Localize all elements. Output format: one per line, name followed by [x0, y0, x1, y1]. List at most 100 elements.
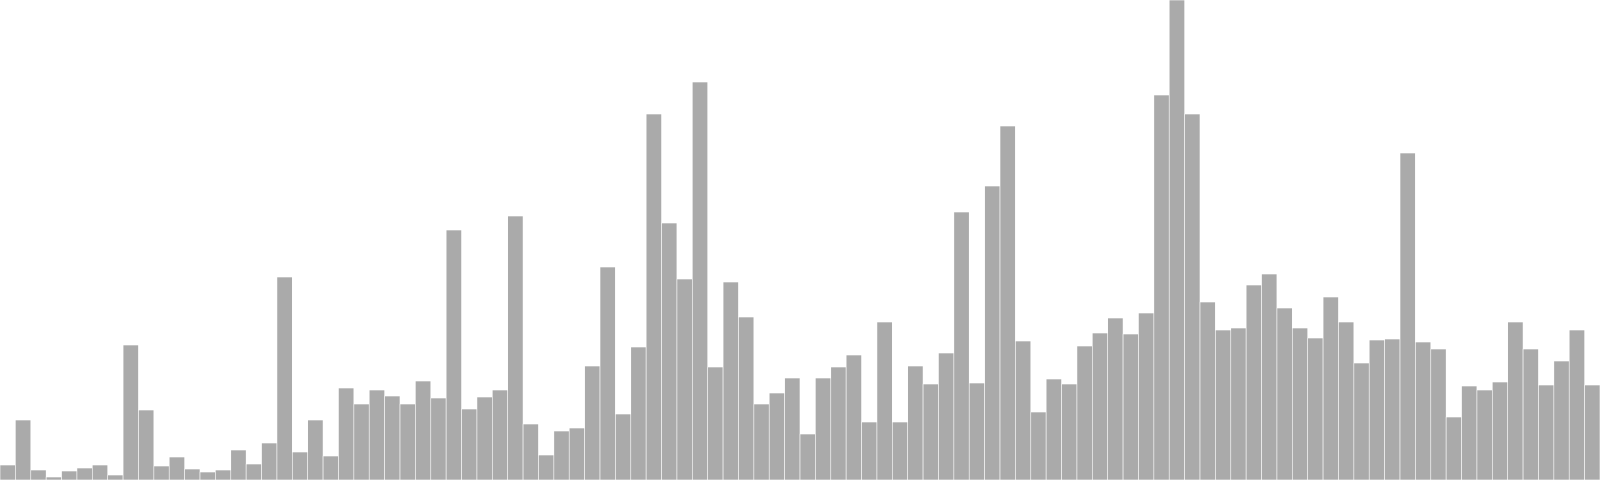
bar: [953, 211, 970, 480]
bar: [415, 380, 432, 480]
bar: [815, 377, 832, 480]
bar: [753, 403, 770, 480]
bar: [1568, 329, 1585, 480]
bar: [599, 266, 616, 480]
bar: [1184, 113, 1201, 480]
bar: [476, 396, 493, 480]
bar: [168, 456, 185, 480]
bar: [922, 383, 939, 480]
bar: [876, 321, 893, 480]
bar: [661, 222, 678, 480]
bar: [1353, 362, 1370, 480]
bar: [615, 413, 632, 480]
bar: [507, 215, 524, 480]
bar: [61, 470, 78, 480]
bar: [1015, 340, 1032, 480]
bar: [492, 389, 508, 480]
bar: [553, 430, 570, 480]
bar: [1522, 348, 1539, 480]
bar: [30, 469, 47, 480]
bar: [630, 346, 647, 480]
bar: [584, 365, 601, 480]
bar: [1092, 332, 1108, 480]
bar: [1107, 317, 1124, 480]
bar: [122, 344, 139, 480]
bar: [1122, 333, 1139, 480]
bar: [184, 468, 201, 480]
bar: [1338, 321, 1355, 480]
bar: [76, 467, 93, 480]
bar: [1030, 411, 1047, 480]
bar: [338, 387, 355, 480]
bar: [276, 276, 293, 480]
bar: [907, 365, 924, 480]
bar: [1045, 378, 1062, 480]
bar: [1415, 341, 1432, 480]
bar: [1199, 301, 1216, 480]
bar: [1153, 94, 1170, 480]
bar: [938, 352, 955, 480]
bar: [1553, 360, 1570, 480]
bar: [861, 421, 878, 480]
bar: [968, 382, 985, 480]
bar: [999, 125, 1016, 480]
bar: [353, 403, 370, 480]
bar: [799, 433, 816, 480]
bar: [538, 454, 555, 480]
bar: [845, 354, 862, 480]
bar: [1368, 339, 1385, 480]
bar: [461, 408, 478, 480]
bar: [245, 463, 262, 480]
bar: [384, 395, 401, 480]
bar: [445, 229, 462, 480]
bar: [1276, 307, 1293, 480]
bar: [368, 389, 385, 480]
bar: [1061, 383, 1078, 480]
bar: [1245, 284, 1262, 480]
bar: [1476, 389, 1493, 480]
bar: [892, 421, 908, 480]
bar: [107, 474, 124, 480]
bar: [1215, 329, 1232, 480]
bar: [399, 403, 416, 480]
bar: [1492, 381, 1508, 480]
bar: [138, 409, 155, 480]
bar: [568, 427, 585, 480]
bar: [307, 419, 324, 480]
bar: [830, 366, 847, 480]
bar: [1584, 384, 1600, 480]
bar: [230, 449, 247, 480]
bar: [676, 278, 693, 480]
bar: [153, 465, 170, 480]
bar: [1168, 0, 1185, 480]
bar: [1292, 327, 1308, 480]
bar: [645, 113, 662, 480]
bar: [292, 451, 308, 480]
bar: [1538, 384, 1555, 480]
bar: [1445, 416, 1462, 480]
bar: [1230, 327, 1247, 480]
bar: [199, 471, 216, 480]
bar: [1507, 321, 1524, 480]
bar: [430, 397, 447, 480]
bar: [1430, 348, 1447, 480]
bar: [15, 419, 32, 480]
bar: [1399, 152, 1416, 480]
bar: [1307, 337, 1324, 480]
bar: [322, 455, 339, 480]
bar: [1384, 338, 1401, 480]
bar: [92, 464, 108, 480]
bar: [984, 185, 1001, 480]
bar: [738, 316, 755, 480]
bar: [722, 281, 739, 480]
bar: [522, 423, 539, 480]
bar: [215, 469, 232, 480]
bar: [1138, 312, 1155, 480]
bar: [1322, 296, 1339, 480]
bar: [1261, 273, 1278, 480]
bar: [0, 464, 16, 480]
bar: [768, 392, 785, 480]
